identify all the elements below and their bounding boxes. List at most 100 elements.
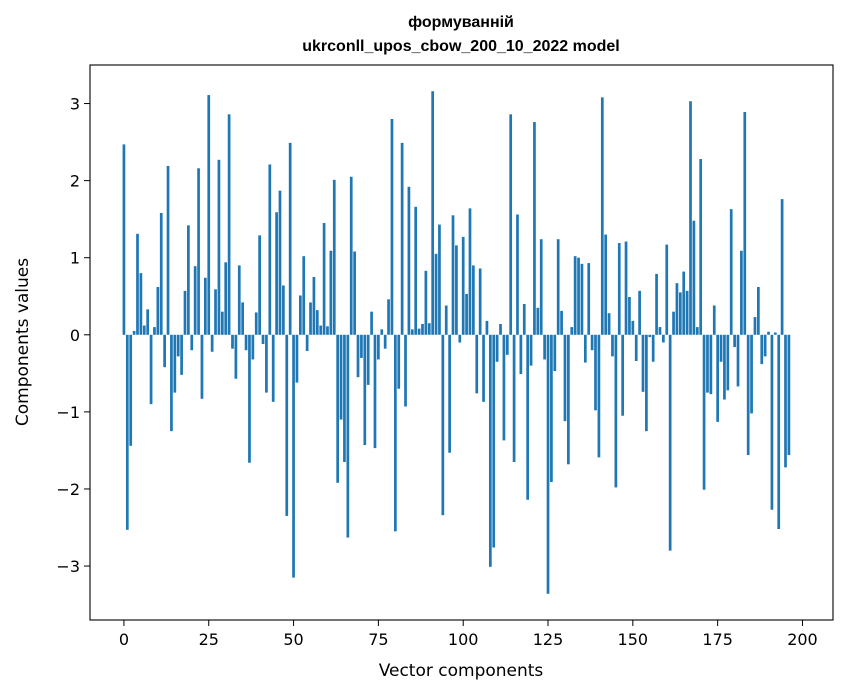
bar-114 bbox=[509, 114, 513, 335]
y-tick-label--1: −1 bbox=[56, 403, 80, 422]
bar-109 bbox=[492, 334, 496, 548]
bar-57 bbox=[315, 310, 319, 335]
bar-194 bbox=[780, 199, 784, 335]
bar-196 bbox=[787, 334, 791, 456]
bar-8 bbox=[149, 334, 153, 405]
bar-22 bbox=[197, 168, 200, 335]
bar-174 bbox=[712, 305, 716, 335]
bar-90 bbox=[427, 323, 431, 335]
bar-69 bbox=[356, 334, 360, 378]
x-tick-label-125: 125 bbox=[533, 630, 564, 649]
bar-24 bbox=[203, 277, 207, 335]
bar-65 bbox=[343, 334, 346, 462]
bar-54 bbox=[305, 334, 309, 351]
bar-106 bbox=[482, 334, 485, 402]
bar-107 bbox=[485, 320, 489, 335]
bar-47 bbox=[282, 285, 285, 335]
bar-26 bbox=[210, 334, 214, 352]
bar-64 bbox=[339, 334, 343, 420]
bar-5 bbox=[139, 273, 143, 335]
bar-75 bbox=[377, 334, 380, 360]
bar-103 bbox=[472, 265, 475, 335]
y-tick-label--2: −2 bbox=[56, 480, 80, 499]
bar-121 bbox=[533, 122, 536, 335]
bar-59 bbox=[322, 223, 326, 335]
bar-37 bbox=[248, 334, 251, 463]
bar-108 bbox=[488, 334, 492, 567]
bar-53 bbox=[302, 256, 306, 335]
bar-49 bbox=[288, 142, 292, 335]
bar-93 bbox=[438, 224, 441, 335]
bar-25 bbox=[207, 95, 211, 335]
bar-55 bbox=[309, 302, 312, 335]
bars-group bbox=[122, 91, 791, 594]
bar-186 bbox=[753, 317, 757, 335]
bar-91 bbox=[431, 91, 435, 335]
bar-81 bbox=[397, 334, 401, 389]
bar-45 bbox=[275, 212, 278, 335]
bar-193 bbox=[777, 334, 781, 530]
bar-28 bbox=[217, 159, 221, 335]
bar-84 bbox=[407, 186, 411, 335]
y-axis-label: Components values bbox=[13, 258, 33, 426]
bar-138 bbox=[590, 334, 594, 351]
bar-118 bbox=[522, 303, 526, 335]
bar-187 bbox=[757, 287, 760, 335]
bar-155 bbox=[648, 334, 652, 338]
bar-140 bbox=[597, 334, 601, 458]
bar-44 bbox=[271, 334, 275, 402]
x-tick-label-150: 150 bbox=[618, 630, 649, 649]
bar-101 bbox=[465, 293, 468, 335]
bar-181 bbox=[736, 334, 740, 387]
bar-156 bbox=[651, 334, 655, 362]
bar-178 bbox=[726, 334, 730, 391]
bar-30 bbox=[224, 262, 228, 335]
bar-162 bbox=[672, 311, 675, 335]
bar-139 bbox=[594, 334, 597, 411]
bar-51 bbox=[295, 334, 299, 383]
bar-177 bbox=[723, 334, 726, 400]
bar-163 bbox=[675, 283, 679, 335]
bar-68 bbox=[353, 251, 356, 335]
bar-23 bbox=[200, 334, 204, 399]
bar-176 bbox=[719, 334, 723, 362]
bar-11 bbox=[159, 213, 163, 335]
bar-192 bbox=[773, 332, 777, 335]
bar-92 bbox=[434, 253, 438, 335]
bar-100 bbox=[461, 236, 465, 335]
y-axis-ticks: −3 −2 −1 0 1 2 3 bbox=[56, 95, 90, 576]
bar-172 bbox=[706, 334, 709, 393]
bar-135 bbox=[580, 263, 584, 335]
bar-128 bbox=[556, 239, 560, 335]
bar-62 bbox=[332, 179, 336, 335]
bar-110 bbox=[495, 334, 499, 362]
y-tick-label--3: −3 bbox=[56, 557, 80, 576]
bar-182 bbox=[740, 250, 743, 335]
bar-42 bbox=[265, 334, 268, 393]
bar-6 bbox=[142, 325, 146, 335]
bar-171 bbox=[702, 334, 706, 490]
bar-15 bbox=[173, 334, 177, 393]
bar-72 bbox=[366, 334, 370, 385]
bar-159 bbox=[662, 334, 665, 343]
x-tick-label-50: 50 bbox=[283, 630, 303, 649]
y-tick-label-3: 3 bbox=[70, 95, 80, 114]
bar-158 bbox=[658, 327, 662, 335]
bar-98 bbox=[455, 245, 458, 335]
bar-123 bbox=[539, 239, 543, 335]
bar-111 bbox=[499, 324, 502, 335]
x-axis-ticks: 0 25 50 75 100 125 150 175 200 bbox=[119, 620, 818, 649]
bar-77 bbox=[383, 334, 387, 349]
bar-144 bbox=[611, 334, 614, 357]
bar-116 bbox=[516, 214, 519, 335]
bar-88 bbox=[421, 324, 424, 335]
x-tick-label-175: 175 bbox=[702, 630, 733, 649]
bar-82 bbox=[400, 142, 404, 335]
bar-136 bbox=[583, 334, 587, 363]
bar-167 bbox=[689, 101, 692, 335]
x-axis-label: Vector components bbox=[379, 661, 544, 681]
bar-190 bbox=[767, 331, 770, 335]
bar-46 bbox=[278, 190, 282, 335]
bar-80 bbox=[393, 334, 397, 532]
bar-179 bbox=[729, 209, 733, 335]
